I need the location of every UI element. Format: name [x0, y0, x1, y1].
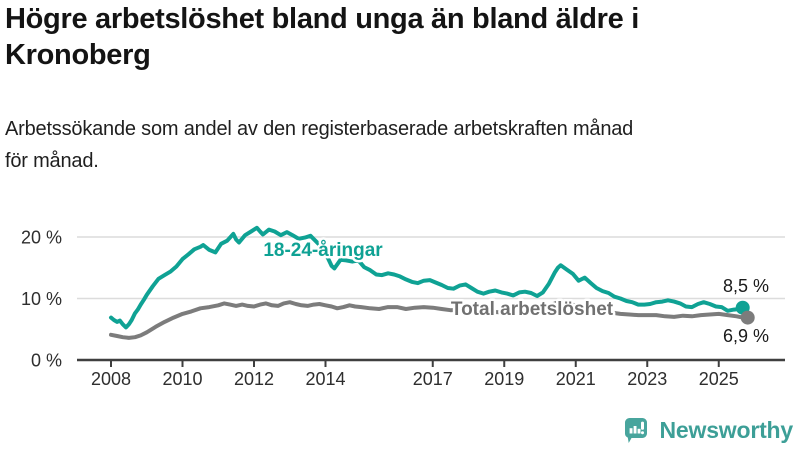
newsworthy-bubble-chart-icon: [624, 418, 647, 443]
series-line-youth-18-24: [109, 225, 745, 330]
x-tick-label: 2017: [413, 369, 453, 389]
y-tick-label: 0 %: [31, 351, 62, 371]
series-label-youth: 18-24-åringar: [263, 240, 383, 261]
x-tick-label: 2014: [305, 369, 345, 389]
y-tick-label: 10 %: [21, 289, 62, 309]
x-axis-labels: 2008 2010 2012 2014 2017 2019 2021 2023 2025: [91, 369, 739, 389]
end-value-label-total: 6,9 %: [723, 326, 769, 346]
gridlines: [77, 236, 785, 300]
x-tick-label: 2012: [234, 369, 274, 389]
chart-subtitle-line1: Arbetssökande som andel av den registerb…: [5, 118, 634, 140]
x-axis: [77, 358, 785, 367]
chart-subtitle: Arbetssökande som andel av den registerb…: [5, 113, 795, 177]
x-tick-label: 2025: [699, 369, 739, 389]
series-endpoint-dot-total: [740, 310, 755, 325]
x-tick-label: 2023: [627, 369, 667, 389]
end-value-label-youth: 8,5 %: [723, 276, 769, 296]
x-tick-label: 2021: [556, 369, 596, 389]
x-tick-label: 2010: [162, 369, 202, 389]
x-tick-label: 2019: [484, 369, 524, 389]
series-line-total-unemployment: [109, 300, 745, 340]
chart-subtitle-line2: för månad.: [5, 150, 99, 172]
page-title-line1: Högre arbetslöshet bland unga än bland ä…: [5, 3, 639, 35]
y-axis-labels: 0 % 10 % 20 %: [21, 228, 62, 371]
y-tick-label: 20 %: [21, 228, 62, 248]
newsworthy-logo[interactable]: Newsworthy: [624, 417, 794, 444]
series-label-total: Total arbetslöshet: [451, 299, 614, 320]
page-title-line2: Kronoberg: [5, 38, 151, 71]
x-tick-label: 2008: [91, 369, 131, 389]
page-title: Högre arbetslöshet bland unga än bland ä…: [5, 2, 795, 74]
newsworthy-wordmark: Newsworthy: [659, 417, 794, 443]
